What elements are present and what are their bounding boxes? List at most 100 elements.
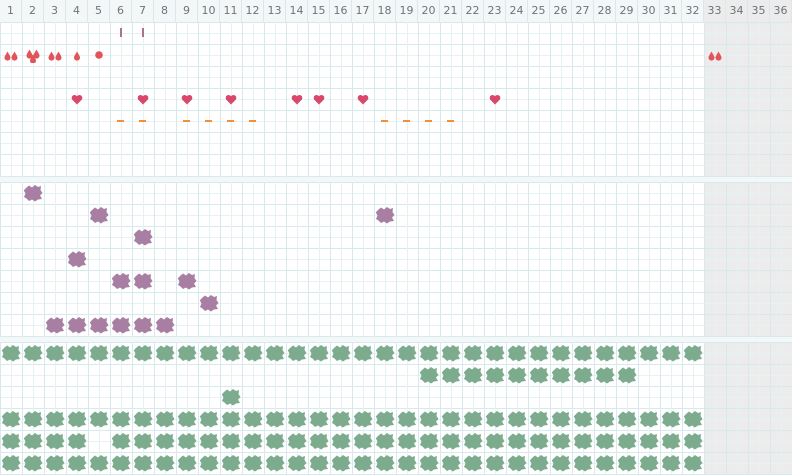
- dash-icon[interactable]: [418, 110, 440, 132]
- green-scribble-icon[interactable]: [264, 342, 286, 364]
- green-scribble-icon[interactable]: [660, 342, 682, 364]
- green-scribble-icon[interactable]: [396, 430, 418, 452]
- tick-icon[interactable]: [110, 22, 132, 44]
- green-scribble-icon[interactable]: [110, 408, 132, 430]
- green-scribble-icon[interactable]: [330, 452, 352, 474]
- day-header-34[interactable]: 34: [726, 0, 748, 22]
- day-header-15[interactable]: 15: [308, 0, 330, 22]
- day-header-30[interactable]: 30: [638, 0, 660, 22]
- green-scribble-icon[interactable]: [198, 342, 220, 364]
- green-scribble-icon[interactable]: [682, 408, 704, 430]
- green-scribble-icon[interactable]: [594, 452, 616, 474]
- green-scribble-icon[interactable]: [528, 408, 550, 430]
- green-scribble-icon[interactable]: [66, 408, 88, 430]
- green-scribble-icon[interactable]: [286, 408, 308, 430]
- day-header-18[interactable]: 18: [374, 0, 396, 22]
- green-scribble-icon[interactable]: [638, 408, 660, 430]
- green-scribble-icon[interactable]: [682, 342, 704, 364]
- dash-icon[interactable]: [198, 110, 220, 132]
- green-scribble-icon[interactable]: [572, 342, 594, 364]
- green-scribble-icon[interactable]: [396, 342, 418, 364]
- heart-icon[interactable]: [220, 88, 242, 110]
- green-scribble-icon[interactable]: [44, 452, 66, 474]
- green-scribble-icon[interactable]: [638, 452, 660, 474]
- green-scribble-icon[interactable]: [484, 364, 506, 386]
- purple-scribble-icon[interactable]: [44, 314, 66, 336]
- green-scribble-icon[interactable]: [616, 408, 638, 430]
- drops-icon[interactable]: [88, 44, 110, 66]
- green-scribble-icon[interactable]: [286, 342, 308, 364]
- day-header-6[interactable]: 6: [110, 0, 132, 22]
- green-scribble-icon[interactable]: [506, 364, 528, 386]
- green-scribble-icon[interactable]: [176, 430, 198, 452]
- green-scribble-icon[interactable]: [220, 386, 242, 408]
- green-scribble-icon[interactable]: [308, 452, 330, 474]
- green-scribble-icon[interactable]: [616, 364, 638, 386]
- dash-icon[interactable]: [374, 110, 396, 132]
- day-header-4[interactable]: 4: [66, 0, 88, 22]
- green-scribble-icon[interactable]: [484, 430, 506, 452]
- green-scribble-icon[interactable]: [198, 452, 220, 474]
- green-scribble-icon[interactable]: [264, 452, 286, 474]
- day-header-31[interactable]: 31: [660, 0, 682, 22]
- heart-icon[interactable]: [176, 88, 198, 110]
- green-scribble-icon[interactable]: [638, 430, 660, 452]
- green-scribble-icon[interactable]: [374, 408, 396, 430]
- green-scribble-icon[interactable]: [66, 452, 88, 474]
- heart-icon[interactable]: [308, 88, 330, 110]
- green-scribble-icon[interactable]: [242, 408, 264, 430]
- dash-icon[interactable]: [176, 110, 198, 132]
- green-scribble-icon[interactable]: [352, 430, 374, 452]
- day-header-26[interactable]: 26: [550, 0, 572, 22]
- green-scribble-icon[interactable]: [660, 452, 682, 474]
- green-scribble-icon[interactable]: [682, 452, 704, 474]
- day-header-32[interactable]: 32: [682, 0, 704, 22]
- purple-scribble-icon[interactable]: [374, 204, 396, 226]
- purple-scribble-icon[interactable]: [66, 248, 88, 270]
- green-scribble-icon[interactable]: [22, 452, 44, 474]
- green-scribble-icon[interactable]: [528, 430, 550, 452]
- green-scribble-icon[interactable]: [176, 408, 198, 430]
- green-scribble-icon[interactable]: [594, 408, 616, 430]
- day-header-13[interactable]: 13: [264, 0, 286, 22]
- drops-icon[interactable]: [704, 44, 726, 66]
- day-header-14[interactable]: 14: [286, 0, 308, 22]
- day-header-10[interactable]: 10: [198, 0, 220, 22]
- green-scribble-icon[interactable]: [44, 430, 66, 452]
- day-header-3[interactable]: 3: [44, 0, 66, 22]
- green-scribble-icon[interactable]: [352, 452, 374, 474]
- green-scribble-icon[interactable]: [22, 430, 44, 452]
- day-header-20[interactable]: 20: [418, 0, 440, 22]
- green-scribble-icon[interactable]: [132, 452, 154, 474]
- green-scribble-icon[interactable]: [66, 430, 88, 452]
- green-scribble-icon[interactable]: [352, 408, 374, 430]
- green-scribble-icon[interactable]: [308, 342, 330, 364]
- green-scribble-icon[interactable]: [418, 452, 440, 474]
- day-header-24[interactable]: 24: [506, 0, 528, 22]
- green-scribble-icon[interactable]: [660, 430, 682, 452]
- green-scribble-icon[interactable]: [440, 364, 462, 386]
- green-scribble-icon[interactable]: [88, 452, 110, 474]
- green-scribble-icon[interactable]: [550, 342, 572, 364]
- dash-icon[interactable]: [220, 110, 242, 132]
- purple-scribble-icon[interactable]: [154, 314, 176, 336]
- purple-scribble-icon[interactable]: [88, 314, 110, 336]
- green-scribble-icon[interactable]: [440, 430, 462, 452]
- drops-icon[interactable]: [66, 44, 88, 66]
- heart-icon[interactable]: [352, 88, 374, 110]
- green-scribble-icon[interactable]: [0, 452, 22, 474]
- day-header-1[interactable]: 1: [0, 0, 22, 22]
- green-scribble-icon[interactable]: [220, 430, 242, 452]
- dash-icon[interactable]: [110, 110, 132, 132]
- green-scribble-icon[interactable]: [528, 364, 550, 386]
- green-scribble-icon[interactable]: [550, 430, 572, 452]
- dash-icon[interactable]: [132, 110, 154, 132]
- green-scribble-icon[interactable]: [198, 430, 220, 452]
- day-header-9[interactable]: 9: [176, 0, 198, 22]
- green-scribble-icon[interactable]: [462, 364, 484, 386]
- purple-scribble-icon[interactable]: [22, 182, 44, 204]
- green-scribble-icon[interactable]: [220, 452, 242, 474]
- green-scribble-icon[interactable]: [264, 430, 286, 452]
- day-header-25[interactable]: 25: [528, 0, 550, 22]
- heart-icon[interactable]: [132, 88, 154, 110]
